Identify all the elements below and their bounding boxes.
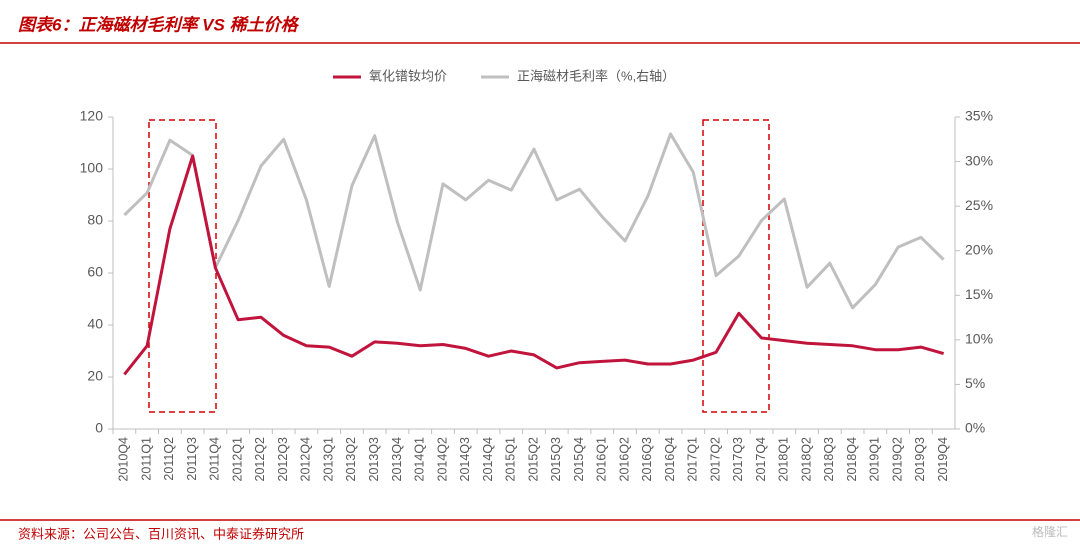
x-tick-label: 2012Q1	[230, 437, 244, 482]
y2-tick-label: 20%	[965, 241, 993, 257]
y2-tick-label: 10%	[965, 331, 993, 347]
x-tick-label: 2012Q2	[253, 437, 267, 482]
y-tick-label: 20	[87, 368, 103, 384]
x-tick-label: 2018Q1	[777, 437, 791, 482]
x-tick-label: 2012Q4	[299, 437, 313, 482]
y2-tick-label: 30%	[965, 152, 993, 168]
y2-tick-label: 15%	[965, 286, 993, 302]
x-tick-label: 2019Q2	[890, 437, 904, 482]
y-tick-label: 100	[80, 160, 104, 176]
x-tick-label: 2013Q1	[321, 437, 335, 482]
x-tick-label: 2016Q4	[663, 437, 677, 482]
x-tick-label: 2014Q3	[458, 437, 472, 482]
x-tick-label: 2011Q3	[185, 437, 199, 481]
x-tick-label: 2017Q2	[708, 437, 722, 482]
x-tick-label: 2018Q4	[845, 437, 859, 482]
x-tick-label: 2016Q2	[617, 437, 631, 482]
x-tick-label: 2013Q3	[367, 437, 381, 482]
x-tick-label: 2014Q4	[481, 437, 495, 482]
x-tick-label: 2014Q2	[435, 437, 449, 482]
x-tick-label: 2014Q1	[413, 437, 427, 482]
x-tick-label: 2015Q2	[526, 437, 540, 482]
y-tick-label: 120	[80, 108, 104, 124]
x-tick-label: 2010Q4	[117, 437, 131, 482]
y-tick-label: 0	[95, 420, 103, 436]
x-tick-label: 2016Q1	[595, 437, 609, 482]
series-line	[123, 132, 945, 310]
x-tick-label: 2019Q1	[868, 437, 882, 482]
y-tick-label: 40	[87, 316, 103, 332]
y2-tick-label: 25%	[965, 197, 993, 213]
legend-label: 氧化镨钕均价	[369, 68, 447, 83]
x-tick-label: 2017Q4	[754, 437, 768, 482]
x-tick-label: 2011Q4	[208, 437, 222, 481]
y2-tick-label: 5%	[965, 375, 985, 391]
x-tick-label: 2015Q4	[572, 437, 586, 482]
y-tick-label: 80	[87, 212, 103, 228]
y2-tick-label: 35%	[965, 108, 993, 124]
x-tick-label: 2011Q2	[162, 437, 176, 481]
x-tick-label: 2019Q3	[913, 437, 927, 482]
legend-label: 正海磁材毛利率（%,右轴）	[517, 68, 675, 83]
x-tick-label: 2012Q3	[276, 437, 290, 482]
x-tick-label: 2015Q1	[504, 437, 518, 482]
x-tick-label: 2019Q4	[936, 437, 950, 482]
x-tick-label: 2017Q3	[731, 437, 745, 482]
x-tick-label: 2015Q3	[549, 437, 563, 482]
highlight-box	[702, 119, 770, 413]
y2-tick-label: 0%	[965, 420, 985, 436]
x-tick-label: 2013Q2	[344, 437, 358, 482]
x-tick-label: 2018Q3	[822, 437, 836, 482]
x-tick-label: 2016Q3	[640, 437, 654, 482]
chart-title: 图表6：正海磁材毛利率 VS 稀土价格	[18, 15, 300, 34]
y-tick-label: 60	[87, 264, 103, 280]
source-note: 资料来源：公司公告、百川资讯、中泰证券研究所	[18, 526, 304, 541]
series-line	[123, 154, 945, 376]
x-tick-label: 2017Q1	[686, 437, 700, 482]
x-tick-label: 2013Q4	[390, 437, 404, 482]
x-tick-label: 2011Q1	[139, 437, 153, 481]
x-tick-label: 2018Q2	[799, 437, 813, 482]
watermark: 格隆汇	[1032, 524, 1068, 539]
